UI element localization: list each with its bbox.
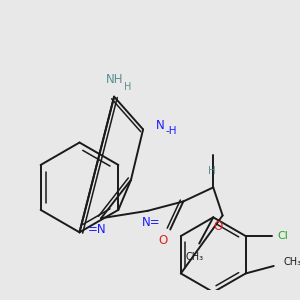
Text: CH₃: CH₃ (185, 252, 204, 262)
Text: N=: N= (142, 215, 161, 229)
Text: CH₃: CH₃ (283, 257, 300, 267)
Text: H: H (208, 166, 215, 176)
Text: H: H (124, 82, 131, 92)
Text: O: O (213, 220, 223, 233)
Text: O: O (158, 234, 167, 247)
Text: NH: NH (106, 74, 124, 86)
Text: N: N (156, 119, 164, 132)
Text: Cl: Cl (278, 231, 289, 241)
Text: -H: -H (165, 126, 177, 136)
Text: =N: =N (88, 223, 106, 236)
